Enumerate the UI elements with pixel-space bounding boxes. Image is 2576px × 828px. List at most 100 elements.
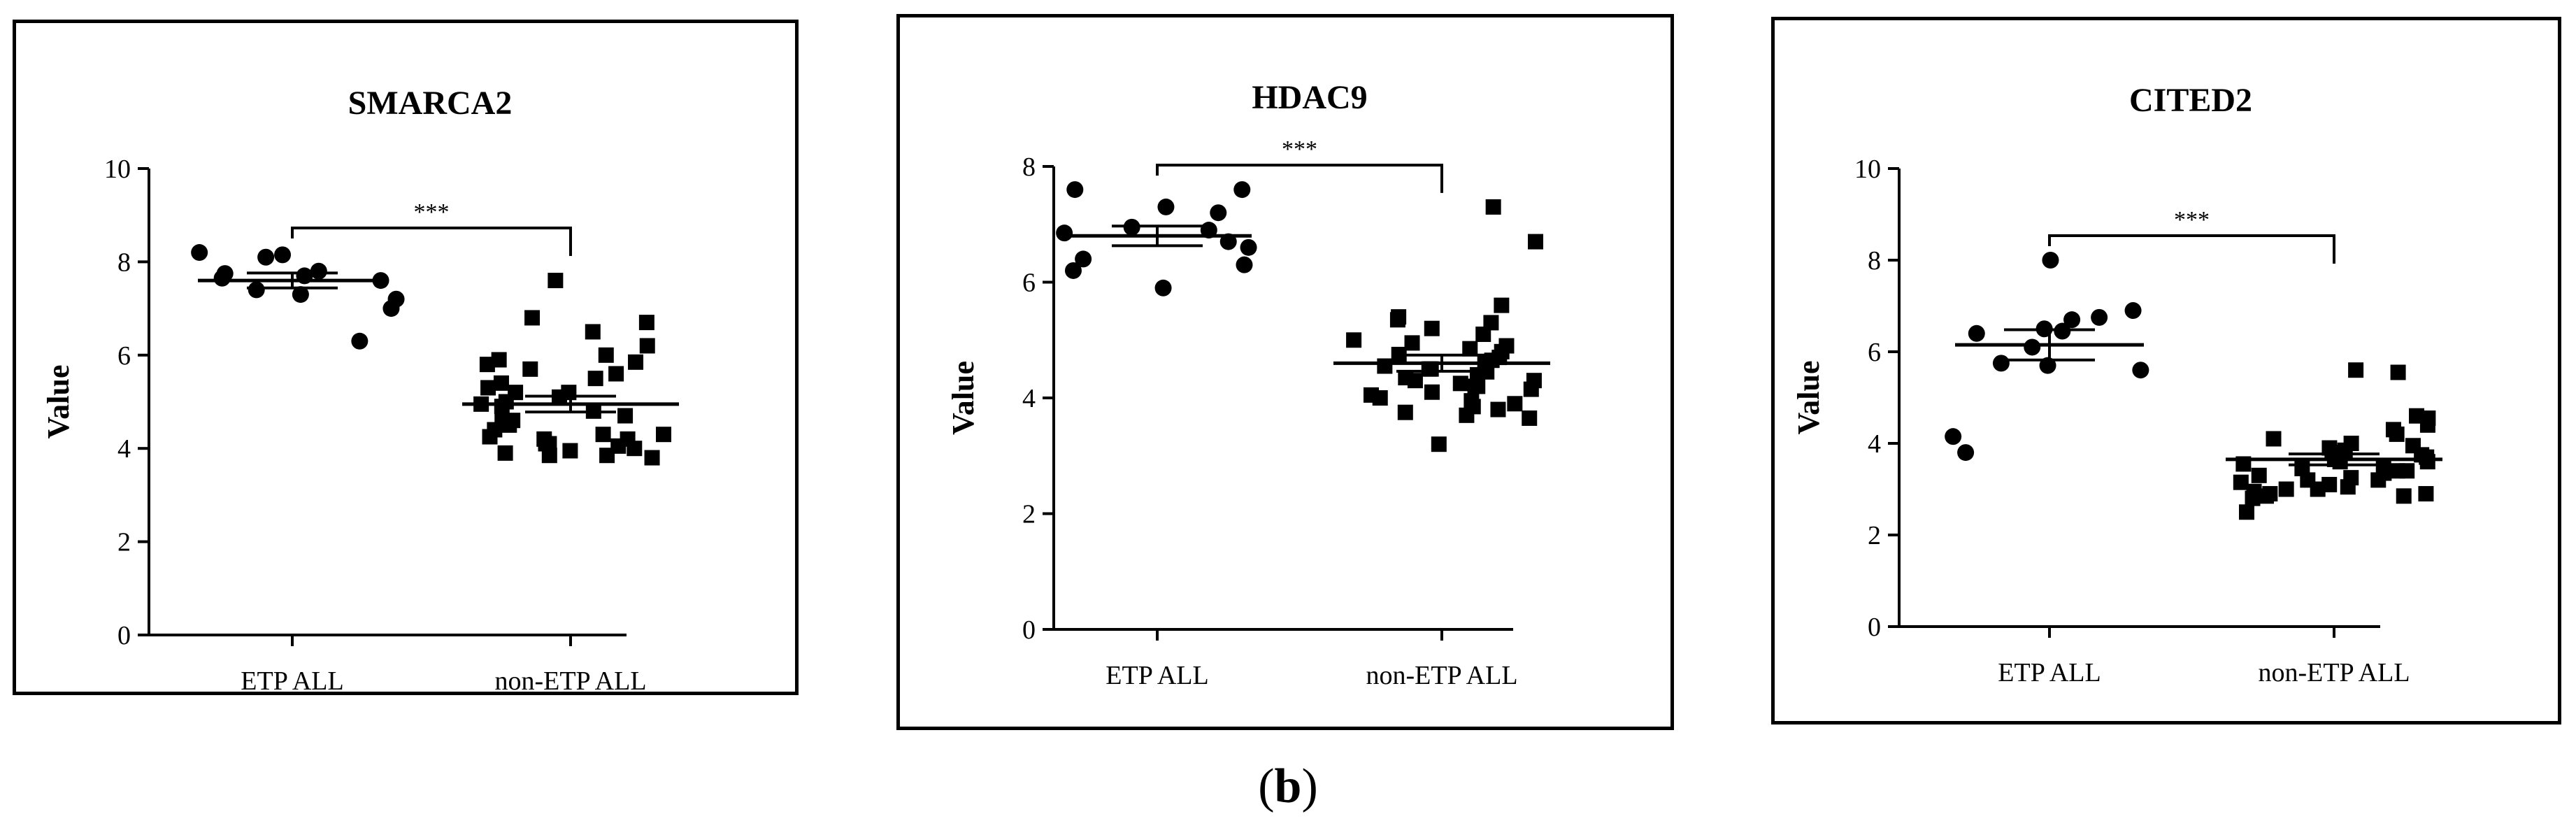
significance-label: *** bbox=[1282, 136, 1317, 162]
data-point bbox=[1389, 312, 1405, 328]
data-point bbox=[628, 354, 644, 370]
y-tick-label: 6 bbox=[117, 341, 131, 371]
significance-bracket bbox=[291, 227, 572, 257]
y-tick-label: 10 bbox=[1854, 155, 1881, 184]
data-point bbox=[1957, 444, 1975, 462]
data-point bbox=[2340, 479, 2356, 495]
chart-svg-hdac9: HDAC9 Value 0 2 4 6 8 ETP ALL non-ETP ALL *** bbox=[946, 79, 1550, 690]
data-point bbox=[2233, 474, 2249, 490]
chart-title: SMARCA2 bbox=[348, 85, 513, 122]
data-point bbox=[1157, 198, 1175, 215]
data-point bbox=[1992, 355, 2010, 372]
x-tick-label: non-ETP ALL bbox=[1366, 661, 1517, 690]
data-point bbox=[1467, 378, 1483, 394]
y-tick-label: 2 bbox=[1022, 500, 1036, 529]
y-tick-label: 6 bbox=[1868, 338, 1881, 367]
chart-title: CITED2 bbox=[2129, 82, 2252, 119]
data-point bbox=[257, 248, 275, 266]
data-point bbox=[2132, 362, 2149, 379]
data-point bbox=[644, 450, 660, 466]
data-point bbox=[2396, 488, 2412, 504]
data-point bbox=[1064, 262, 1082, 279]
data-point bbox=[2370, 472, 2387, 488]
y-axis-label: Value bbox=[41, 365, 76, 439]
data-point bbox=[1490, 401, 1506, 417]
data-point bbox=[1397, 404, 1413, 420]
data-point bbox=[562, 443, 578, 459]
data-point bbox=[1240, 238, 1257, 256]
y-tick-label: 8 bbox=[1022, 152, 1036, 182]
x-tick-label: non-ETP ALL bbox=[2258, 658, 2410, 687]
data-point bbox=[2390, 364, 2406, 380]
data-point bbox=[1431, 436, 1447, 452]
data-point bbox=[2278, 481, 2294, 497]
y-tick-label: 0 bbox=[117, 621, 131, 650]
data-point bbox=[1056, 224, 1073, 242]
data-point bbox=[2042, 252, 2059, 269]
data-point bbox=[585, 324, 601, 340]
data-point bbox=[656, 427, 672, 443]
data-point bbox=[2245, 490, 2261, 506]
caption-letter: b bbox=[1274, 759, 1302, 813]
data-point bbox=[2418, 486, 2434, 502]
data-point bbox=[2300, 472, 2316, 488]
x-tick-label: ETP ALL bbox=[1105, 661, 1208, 690]
x-tick-label: ETP ALL bbox=[241, 666, 343, 696]
chart-svg-smarca2: SMARCA2 Value 0 2 4 6 8 10 ETP ALL non-ETP ALL *** bbox=[41, 85, 679, 696]
y-axis-label: Value bbox=[1791, 361, 1826, 435]
data-point bbox=[1346, 332, 1362, 348]
y-tick-label: 4 bbox=[1022, 384, 1036, 413]
data-point bbox=[1075, 250, 1092, 268]
chart-svg-cited2: CITED2 Value 0 2 4 6 8 10 ETP ALL non-ETP ALL *** bbox=[1791, 82, 2442, 687]
data-point bbox=[482, 429, 498, 445]
data-point bbox=[1526, 373, 1542, 389]
data-point bbox=[1483, 315, 1499, 331]
data-point bbox=[1507, 396, 1523, 412]
data-point bbox=[1154, 279, 1172, 297]
y-tick-label: 0 bbox=[1022, 615, 1036, 645]
significance-label: *** bbox=[414, 199, 450, 225]
caption-open: ( bbox=[1258, 759, 1275, 813]
figure-caption: (b) bbox=[0, 759, 2576, 815]
data-point bbox=[1462, 341, 1478, 357]
y-tick-label: 4 bbox=[117, 434, 131, 464]
data-point bbox=[292, 286, 309, 304]
data-point bbox=[548, 273, 564, 289]
data-point bbox=[1377, 358, 1393, 374]
data-point bbox=[1236, 256, 1253, 273]
data-point bbox=[595, 427, 611, 443]
y-tick-label: 6 bbox=[1022, 269, 1036, 298]
chart-title: HDAC9 bbox=[1252, 79, 1367, 116]
data-point bbox=[2251, 467, 2267, 483]
x-tick-label: ETP ALL bbox=[1998, 658, 2101, 687]
data-point bbox=[1475, 326, 1491, 342]
data-point bbox=[2266, 431, 2282, 447]
data-point bbox=[2238, 504, 2254, 520]
data-point bbox=[494, 413, 510, 429]
data-point bbox=[191, 244, 208, 262]
significance-bracket bbox=[2048, 234, 2335, 264]
data-point bbox=[1485, 199, 1501, 215]
data-point bbox=[1522, 410, 1538, 426]
data-point bbox=[2124, 302, 2142, 320]
data-point bbox=[2024, 338, 2041, 356]
data-point bbox=[639, 338, 655, 354]
data-point bbox=[608, 366, 624, 382]
data-point bbox=[599, 448, 615, 464]
data-point bbox=[638, 315, 654, 331]
data-point bbox=[480, 380, 496, 396]
chart-panel-smarca2: SMARCA2 Value 0 2 4 6 8 10 ETP ALL non-ETP ALL *** bbox=[13, 20, 799, 696]
data-point bbox=[1404, 335, 1420, 351]
data-point bbox=[1528, 234, 1544, 250]
chart-panel-hdac9: HDAC9 Value 0 2 4 6 8 ETP ALL non-ETP ALL *** bbox=[896, 14, 1674, 730]
data-point bbox=[1372, 390, 1388, 406]
data-point bbox=[617, 408, 634, 424]
data-point bbox=[1452, 376, 1468, 392]
data-point bbox=[541, 448, 557, 464]
y-tick-label: 10 bbox=[104, 155, 131, 184]
data-point bbox=[1424, 384, 1440, 400]
data-point bbox=[1459, 407, 1475, 423]
data-point bbox=[1945, 428, 1962, 445]
data-point bbox=[2399, 463, 2415, 479]
data-point bbox=[479, 357, 495, 373]
